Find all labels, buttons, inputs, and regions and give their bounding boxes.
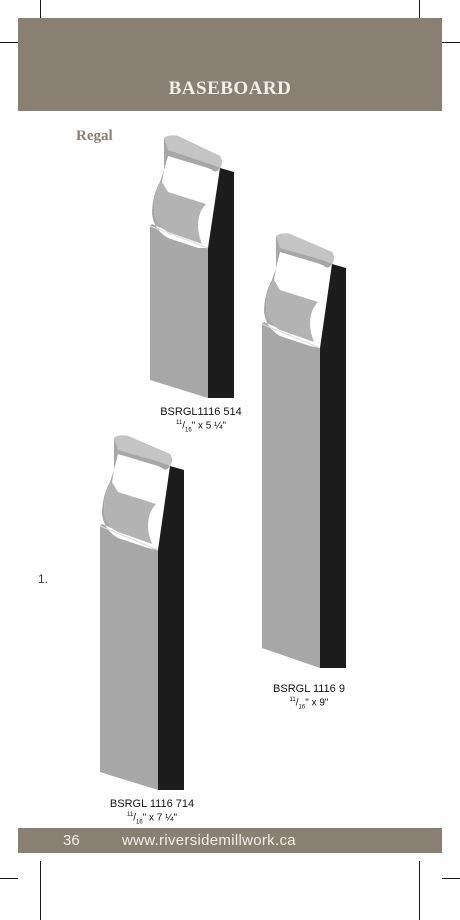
section-label: Regal <box>76 128 113 144</box>
header-band <box>18 18 442 111</box>
dimension-numerator: 11 <box>175 420 183 426</box>
product-dimension: 11/16" x 9" <box>289 697 329 711</box>
dimension-rest: x 5 ¼" <box>198 420 227 432</box>
dimension-denominator: 16 <box>135 819 143 826</box>
dimension-rest: x 9" <box>311 697 329 709</box>
website-url: www.riversidemillwork.ca <box>122 832 296 849</box>
product-code: BSRGL 1116 9 <box>273 683 345 695</box>
crop-mark <box>40 861 41 920</box>
crop-mark <box>442 42 460 43</box>
dimension-numerator: 11 <box>289 697 296 703</box>
baseboard-profile-image <box>261 233 346 669</box>
page-number: 36 <box>63 832 80 849</box>
list-number: 1. <box>38 572 49 586</box>
footer-band: 36 www.riversidemillwork.ca <box>18 828 442 853</box>
crop-mark <box>419 861 420 920</box>
baseboard-profile-image <box>149 135 234 399</box>
baseboard-profile-image <box>99 435 184 790</box>
product-code: BSRGL 1116 714 <box>109 798 195 810</box>
crop-mark <box>442 878 460 879</box>
crop-mark <box>40 0 41 18</box>
crop-mark <box>0 42 18 43</box>
product-dimension: 11/16" x 5 ¼" <box>175 420 227 434</box>
product-code: BSRGL1116 514 <box>160 406 242 418</box>
product-dimension: 11/16" x 7 ¼" <box>126 812 178 826</box>
dimension-numerator: 11 <box>126 812 134 818</box>
dimension-denominator: 16 <box>298 704 306 711</box>
crop-mark <box>0 878 18 879</box>
page-title: BASEBOARD <box>168 78 292 99</box>
dimension-rest: x 7 ¼" <box>149 812 178 824</box>
crop-mark <box>419 0 420 18</box>
dimension-denominator: 16 <box>184 427 192 434</box>
